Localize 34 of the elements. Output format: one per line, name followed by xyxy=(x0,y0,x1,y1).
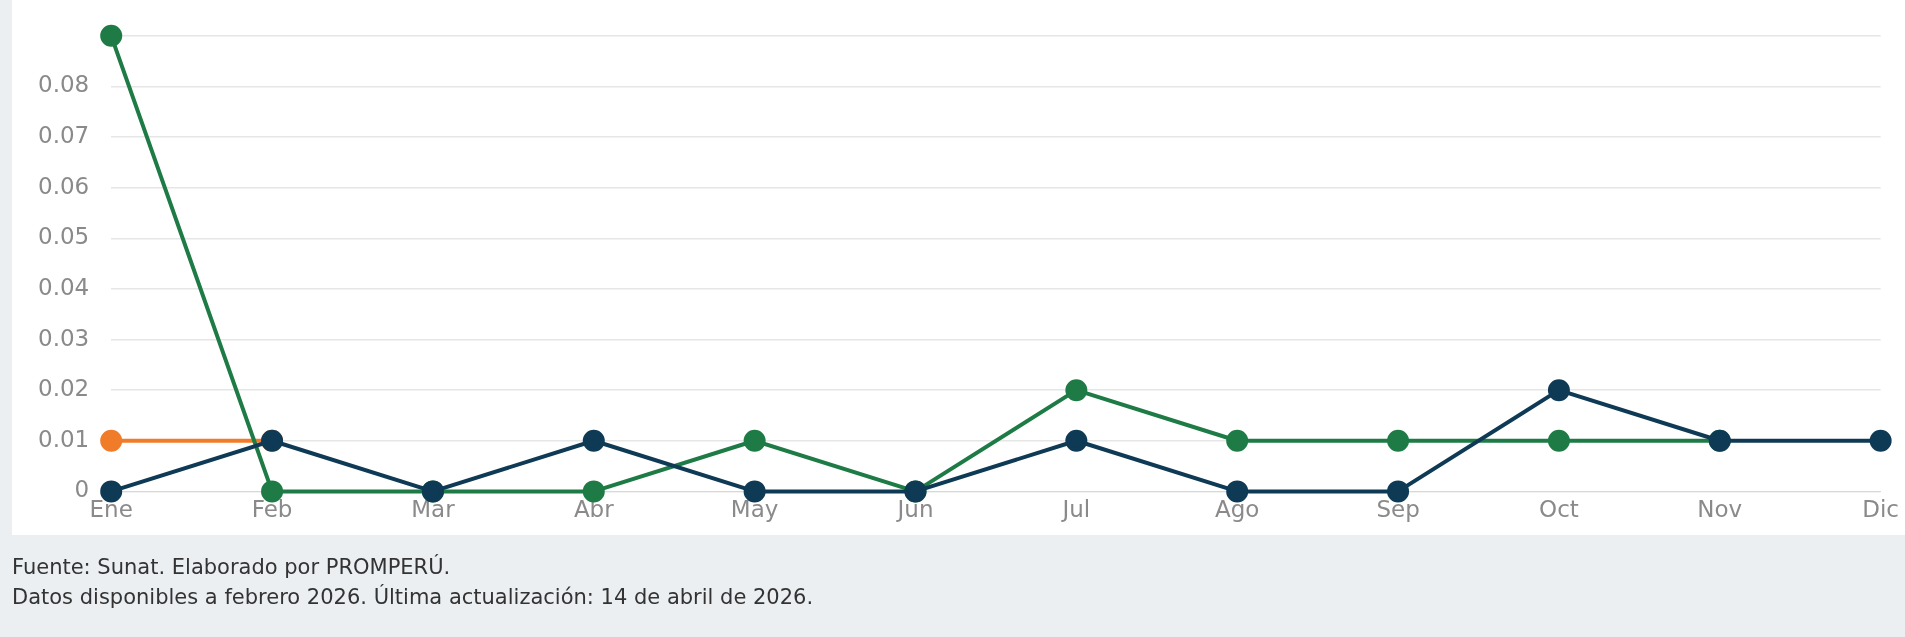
x-tick-label: Mar xyxy=(411,496,456,523)
x-tick-label: Oct xyxy=(1539,496,1579,523)
y-tick-label: 0.02 xyxy=(37,375,90,402)
y-tick-label: 0.03 xyxy=(37,324,90,351)
source-note: Fuente: Sunat. Elaborado por PROMPERÚ. xyxy=(12,553,452,581)
text: Datos disponibles a febrero 2026. Última actualización: 14 de abril de 2026. xyxy=(12,583,814,611)
x-tick-label: Jul xyxy=(1060,496,1091,523)
x-tick-label: May xyxy=(730,496,779,523)
point xyxy=(100,429,123,452)
x-tick-label: Ago xyxy=(1215,496,1260,523)
x-tick-label: Nov xyxy=(1697,496,1743,523)
point xyxy=(1387,429,1410,452)
y-tick-label: 0.07 xyxy=(37,122,90,149)
x-tick-label: Sep xyxy=(1376,496,1420,523)
x-tick-label: Feb xyxy=(251,496,293,523)
point xyxy=(743,429,766,452)
y-tick-label: 0.05 xyxy=(37,223,90,250)
x-tick-label: Ene xyxy=(89,496,133,523)
y-tick-label: 0.04 xyxy=(37,273,90,300)
y-tick-label: 0.01 xyxy=(37,425,90,452)
point xyxy=(1065,429,1088,452)
x-tick-label: Dic xyxy=(1862,496,1899,523)
point xyxy=(582,429,605,452)
point xyxy=(1869,429,1892,452)
point xyxy=(1547,429,1570,452)
x-tick-label: Abr xyxy=(573,496,615,523)
point xyxy=(1226,429,1249,452)
point xyxy=(100,24,123,47)
y-tick-label: 0.08 xyxy=(37,71,90,98)
point xyxy=(1065,379,1088,402)
y-tick-label: 0 xyxy=(74,476,90,503)
x-tick-label: Jun xyxy=(895,496,934,523)
y-tick-label: 0.06 xyxy=(37,172,90,199)
point xyxy=(1547,379,1570,402)
